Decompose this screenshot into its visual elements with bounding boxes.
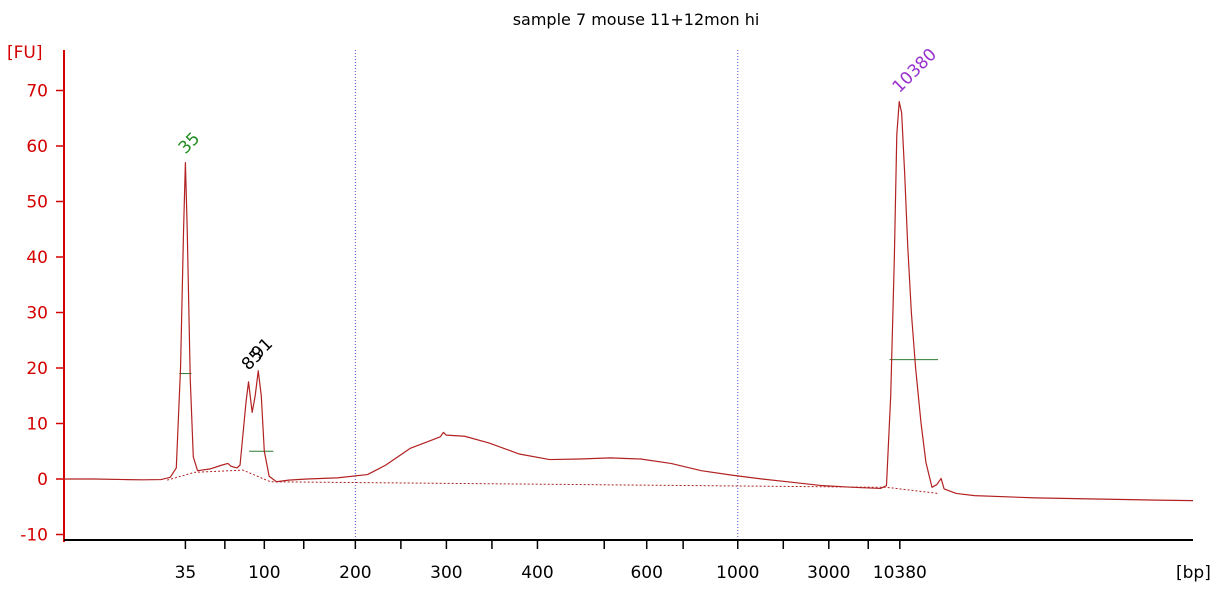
y-tick-label: 0: [37, 470, 48, 490]
y-tick-label: 50: [26, 193, 48, 213]
x-tick-label: 100: [248, 563, 280, 583]
y-axis-label: [FU]: [7, 43, 43, 63]
peak-label: 35: [175, 129, 204, 158]
x-tick-label: 10380: [873, 563, 927, 583]
y-axis: -10 0 10 20 30 40 50 60 70: [20, 50, 65, 546]
x-tick-label: 200: [339, 563, 371, 583]
x-axis: 35 100 200 300 400 600 1000 3000 10380: [64, 539, 1193, 583]
y-tick-label: -10: [20, 526, 48, 546]
x-tick-label: 300: [430, 563, 462, 583]
baseline-dotted: [167, 469, 939, 494]
x-tick-label: 35: [175, 563, 197, 583]
y-tick-label: 30: [26, 304, 48, 324]
y-tick-label: 40: [26, 248, 48, 268]
gridlines: [354, 50, 739, 540]
x-tick-label: 600: [630, 563, 662, 583]
x-tick-label: 400: [521, 563, 553, 583]
y-tick-label: 70: [26, 82, 48, 102]
chart-title: sample 7 mouse 11+12mon hi: [513, 10, 760, 29]
x-axis-label: [bp]: [1176, 563, 1211, 583]
x-tick-label: 1000: [716, 563, 759, 583]
x-tick-label: 3000: [807, 563, 850, 583]
y-tick-label: 20: [26, 359, 48, 379]
peak-label: 10380: [889, 45, 941, 97]
series-trace-0: [64, 100, 1194, 502]
y-tick-label: 10: [26, 415, 48, 435]
y-tick-label: 60: [26, 137, 48, 157]
